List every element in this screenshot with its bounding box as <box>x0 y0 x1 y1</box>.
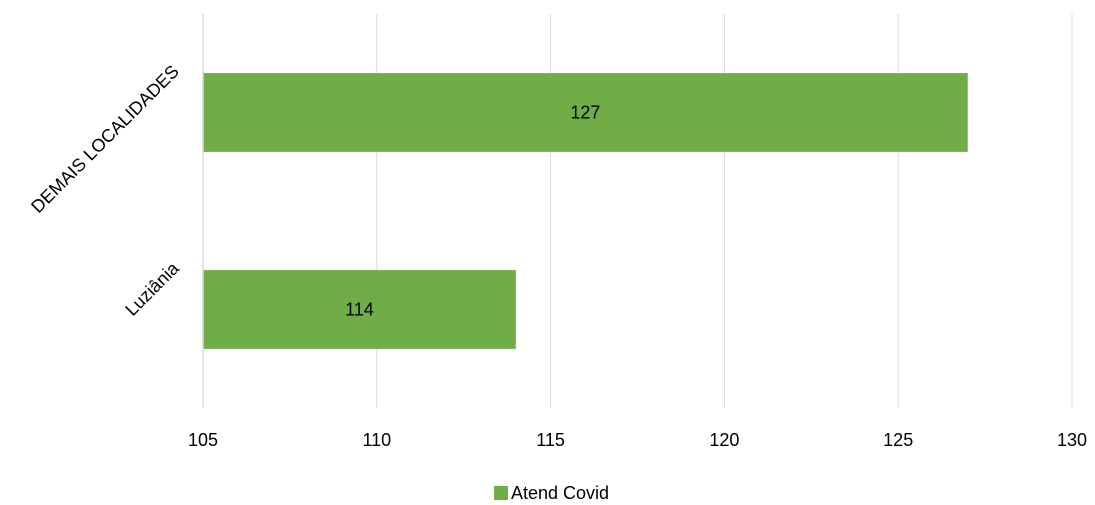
data-label-demais-localidades: 127 <box>570 103 600 123</box>
x-axis-ticks: 105 110 115 120 125 130 <box>188 430 1087 450</box>
x-tick-label-115: 115 <box>536 430 565 450</box>
category-label-luzi-nia: Luziânia <box>121 257 183 319</box>
x-tick-label-120: 120 <box>709 430 739 450</box>
legend: Atend Covid <box>494 483 609 503</box>
x-tick-label-130: 130 <box>1057 430 1087 450</box>
bars <box>203 73 968 349</box>
x-tick-label-125: 125 <box>883 430 913 450</box>
category-label-demais-localidades: DEMAIS LOCALIDADES <box>27 61 183 217</box>
category-labels: DEMAIS LOCALIDADES Luziânia <box>27 61 183 320</box>
legend-swatch <box>494 486 508 500</box>
x-tick-label-110: 110 <box>362 430 391 450</box>
bar-demais-localidades <box>203 73 968 152</box>
bar-luzi-nia <box>203 270 516 349</box>
data-labels: 127 114 <box>345 103 600 320</box>
x-tick-label-105: 105 <box>188 430 218 450</box>
legend-label: Atend Covid <box>511 483 609 503</box>
data-label-luzi-nia: 114 <box>345 300 374 320</box>
